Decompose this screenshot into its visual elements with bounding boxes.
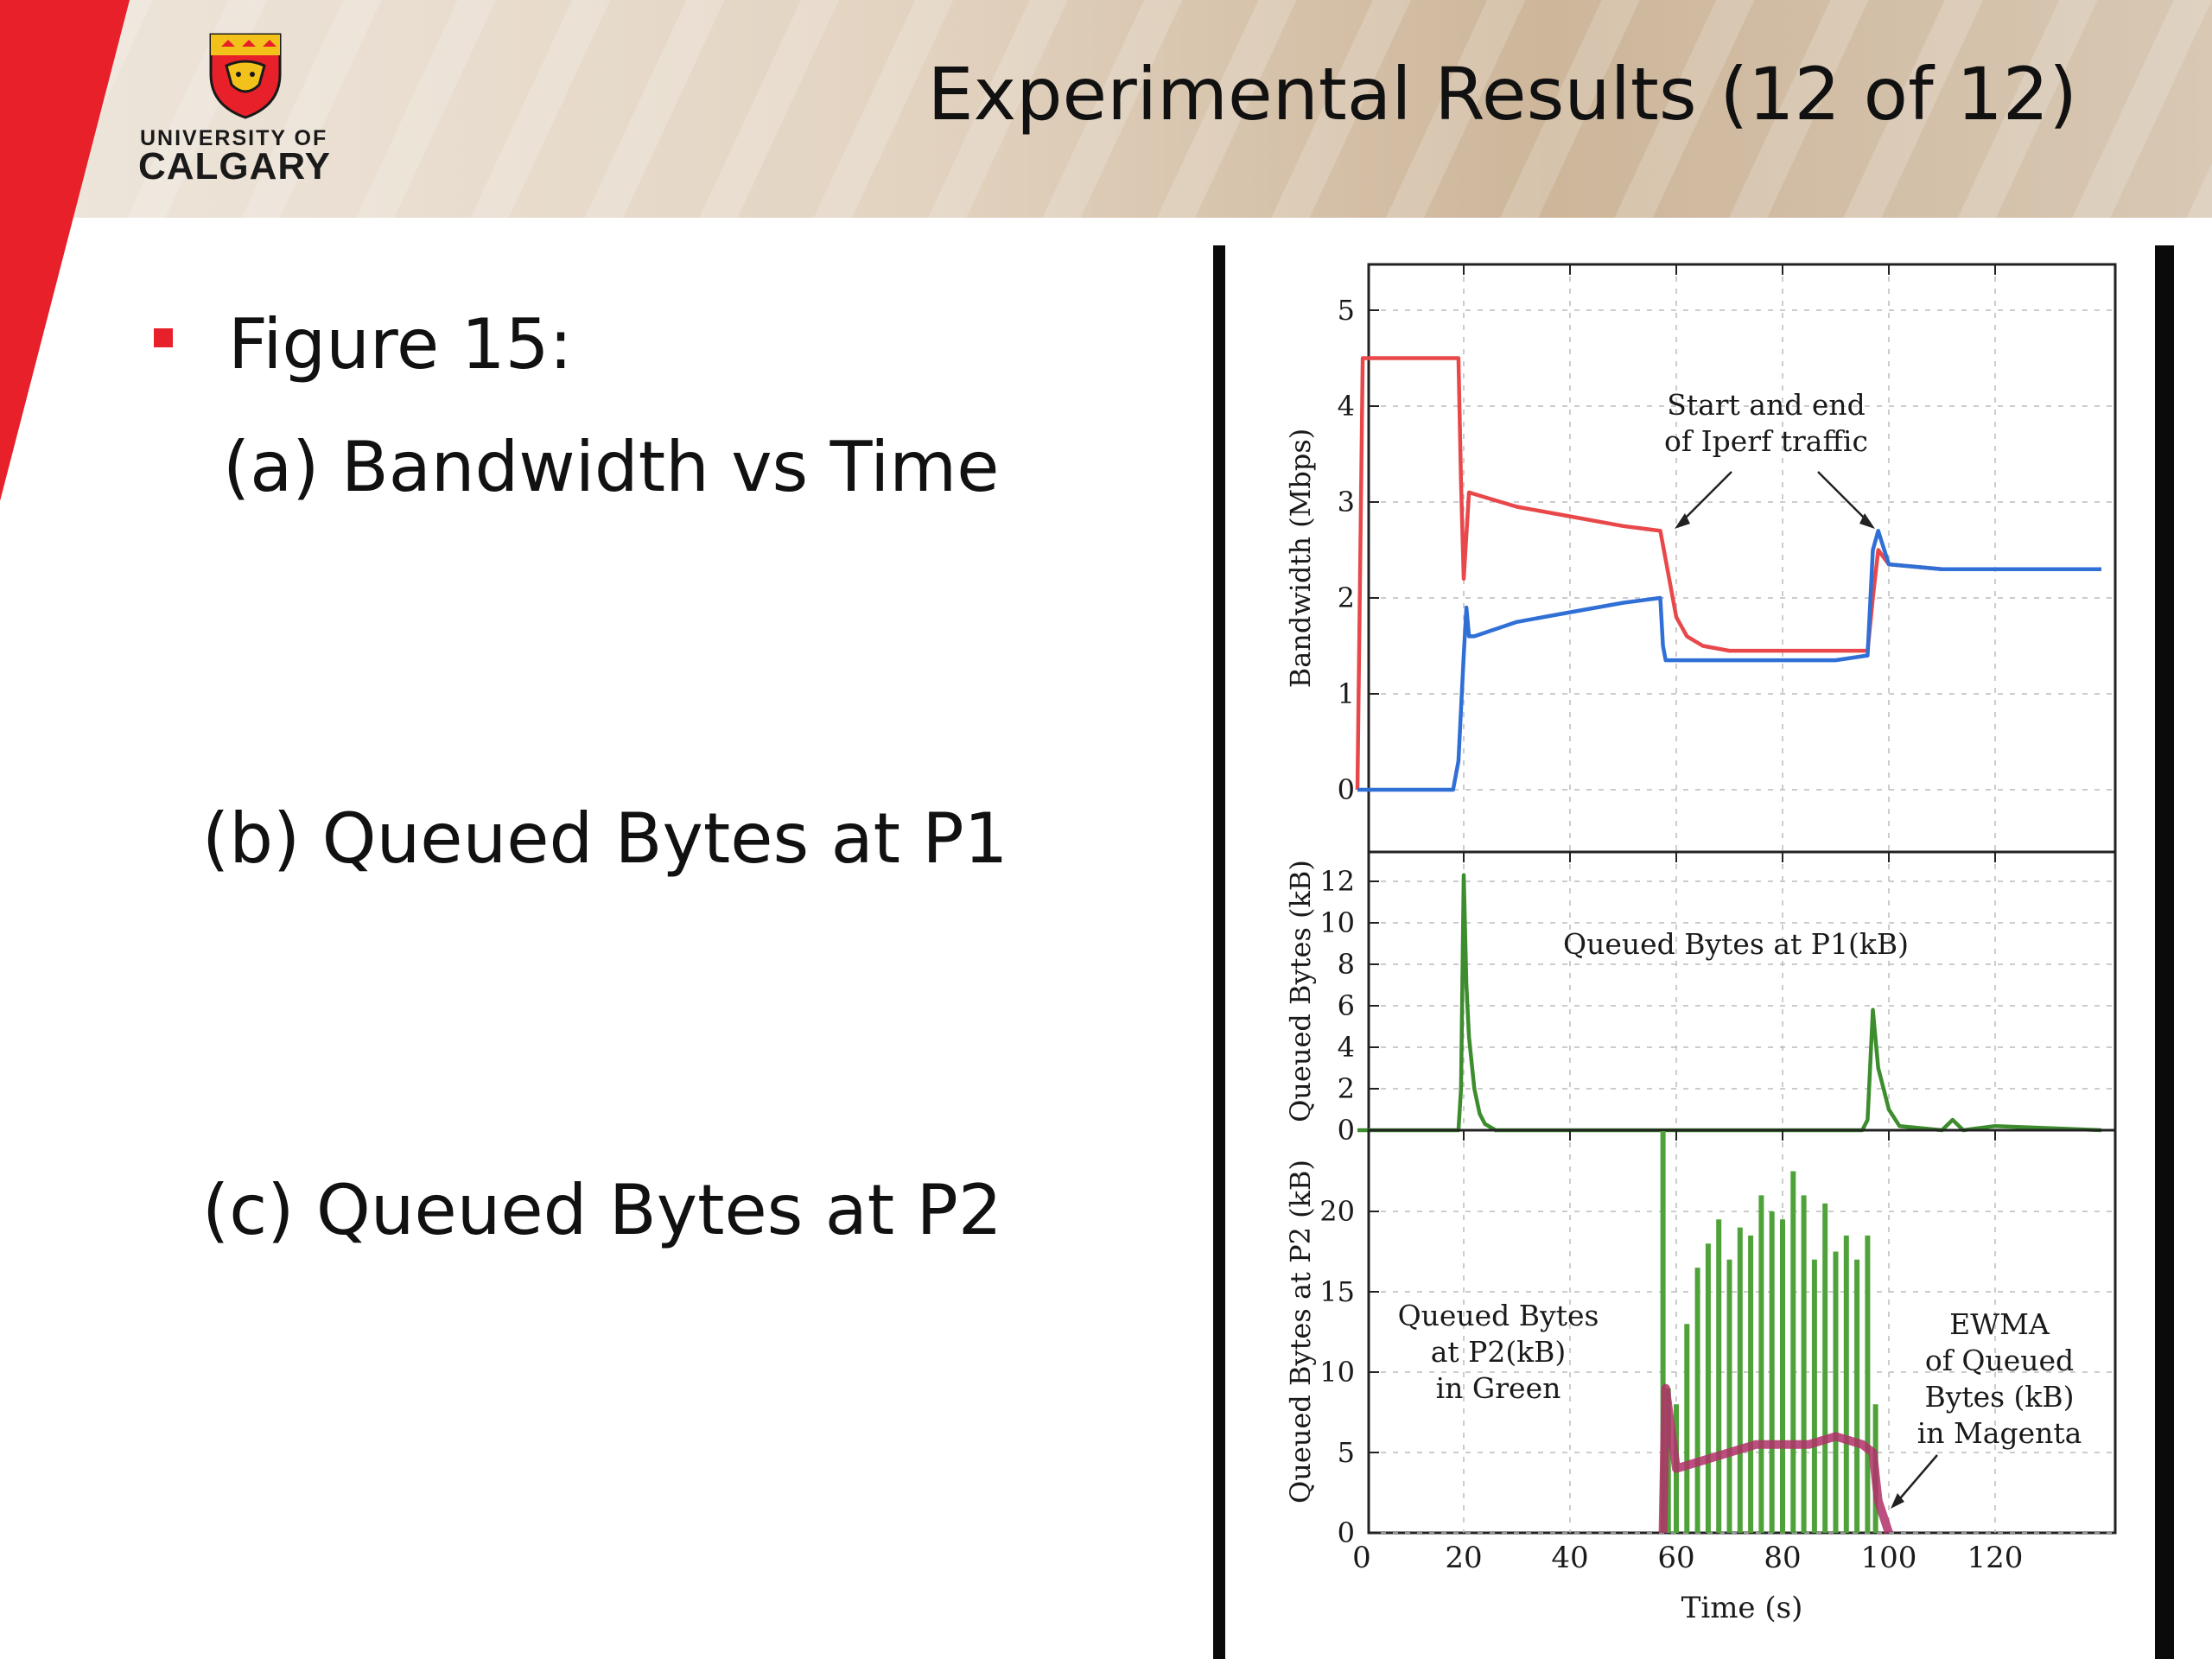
y-tick-label: 3 (1338, 486, 1355, 518)
p1-annotation: Queued Bytes at P1(kB) (1563, 927, 1909, 961)
ewma-annotation-arrow (1895, 1454, 1938, 1504)
y-tick-label: 2 (1338, 582, 1355, 614)
bottom-y-axis-label: Queued Bytes at P2 (kB) (1284, 1160, 1317, 1503)
p2-ewma-line (1658, 1383, 1893, 1535)
x-tick-label: 20 (1445, 1541, 1482, 1575)
annotation-arrow-start (1679, 471, 1732, 524)
red-accent-band (0, 0, 130, 501)
y-tick-label: 10 (1319, 1356, 1355, 1389)
item-a-bandwidth: (a) Bandwidth vs Time (223, 427, 1000, 507)
arrowhead-start-icon (1675, 513, 1690, 529)
x-tick-label: 0 (1352, 1541, 1371, 1575)
x-tick-label: 120 (1967, 1541, 2024, 1575)
annotation-arrow-end (1817, 471, 1871, 524)
y-tick-label: 10 (1319, 906, 1355, 939)
top-panel-frame (1367, 263, 2117, 854)
y-tick-label: 2 (1338, 1072, 1355, 1105)
ewma-annotation-line: in Magenta (1917, 1416, 2082, 1450)
item-b-queued-p1: (b) Queued Bytes at P1 (202, 798, 1008, 879)
middle-y-axis-label: Queued Bytes (kB) (1284, 860, 1317, 1122)
top-series-line-2 (1357, 529, 2101, 792)
university-crest-icon (209, 33, 282, 119)
y-tick-label: 0 (1338, 1114, 1355, 1147)
bullet-figure-label: Figure 15: (228, 304, 573, 385)
p2-annotation-left-line: in Green (1436, 1371, 1561, 1405)
p2-annotation-left-line: at P2(kB) (1431, 1335, 1567, 1369)
y-tick-label: 20 (1319, 1195, 1355, 1228)
x-tick-label: 40 (1551, 1541, 1588, 1575)
iperf-annotation-line2: of Iperf traffic (1664, 424, 1868, 458)
logo-text-line2: CALGARY (138, 145, 331, 188)
x-tick-label: 100 (1861, 1541, 1917, 1575)
iperf-annotation-line1: Start and end (1667, 388, 1866, 422)
y-tick-label: 5 (1338, 1436, 1355, 1469)
y-tick-label: 5 (1338, 294, 1355, 327)
x-tick-label: 60 (1657, 1541, 1694, 1575)
y-tick-label: 0 (1338, 1516, 1355, 1549)
top-series-line-1 (1355, 356, 2101, 791)
y-tick-label: 4 (1338, 390, 1355, 423)
item-c-queued-p2: (c) Queued Bytes at P2 (202, 1170, 1002, 1250)
logo-text-line1: UNIVERSITY OF (140, 126, 328, 150)
p2-annotation-left-line: Queued Bytes (1398, 1299, 1599, 1332)
ewma-annotation-line: EWMA (1949, 1307, 2050, 1341)
ewma-annotation-line: Bytes (kB) (1924, 1380, 2074, 1414)
y-tick-label: 0 (1338, 773, 1355, 806)
y-tick-label: 4 (1338, 1031, 1355, 1064)
middle-series-line-1 (1357, 873, 2102, 1133)
x-axis-label: Time (s) (1681, 1591, 1803, 1625)
header-banner (0, 0, 2212, 218)
arrowhead-end-icon (1859, 513, 1875, 529)
arrowhead-ewma-icon (1891, 1493, 1904, 1509)
y-tick-label: 12 (1319, 865, 1355, 898)
x-tick-label: 80 (1764, 1541, 1801, 1575)
figure-frame (1213, 245, 2174, 1659)
y-tick-label: 1 (1338, 677, 1355, 710)
y-tick-label: 6 (1338, 989, 1355, 1022)
ewma-annotation-line: of Queued (1925, 1344, 2074, 1377)
top-y-axis-label: Bandwidth (Mbps) (1284, 429, 1317, 689)
y-tick-label: 15 (1319, 1275, 1355, 1308)
header-texture (0, 0, 2212, 218)
slide-title: Experimental Results (12 of 12) (927, 52, 2077, 137)
y-tick-label: 8 (1338, 948, 1355, 981)
bullet-marker (154, 328, 173, 347)
